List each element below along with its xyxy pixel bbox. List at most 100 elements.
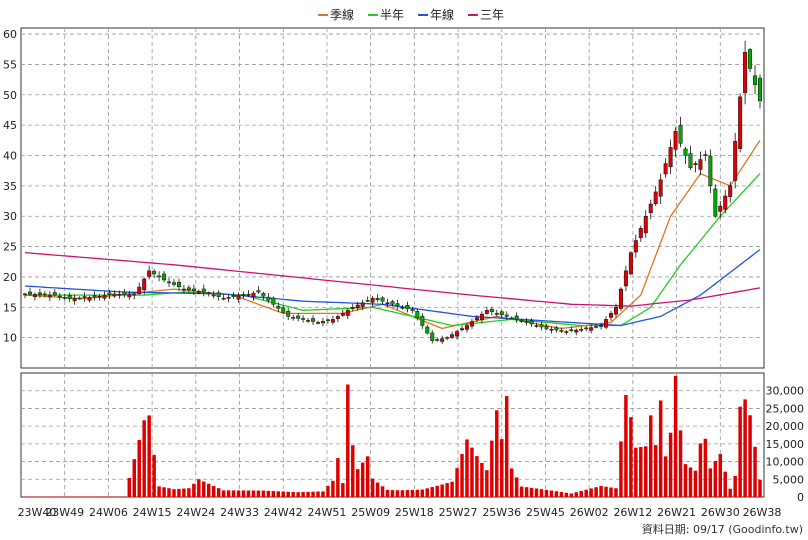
volume-bar bbox=[216, 488, 221, 497]
legend-label: 三年 bbox=[480, 8, 504, 22]
volume-bar bbox=[311, 491, 315, 497]
candle-body bbox=[281, 307, 286, 313]
legend-label: 半年 bbox=[380, 8, 404, 22]
volume-bar bbox=[410, 489, 415, 497]
volume-bar bbox=[117, 496, 122, 497]
volume-bar bbox=[246, 490, 251, 497]
candle-body bbox=[132, 293, 137, 296]
candle-body bbox=[311, 318, 316, 322]
volume-axis: 0 5,000 10,000 15,000 20,000 25,000 30,000 bbox=[766, 385, 805, 504]
volume-bar bbox=[430, 487, 434, 497]
candle-body bbox=[628, 252, 633, 275]
candle-body bbox=[236, 295, 241, 300]
volume-bar bbox=[336, 458, 340, 497]
volume-bar bbox=[658, 400, 663, 497]
volume-bar bbox=[341, 483, 345, 497]
volume-bar bbox=[291, 491, 295, 497]
candle-body bbox=[112, 293, 117, 297]
candle-body bbox=[261, 292, 266, 297]
candle-body bbox=[688, 153, 693, 168]
x-tick-label: 25W09 bbox=[351, 506, 390, 519]
candle-body bbox=[544, 326, 549, 329]
volume-bar bbox=[728, 488, 732, 497]
volume-bar bbox=[281, 491, 285, 497]
volume-bar bbox=[147, 415, 151, 497]
volume-bar bbox=[480, 462, 484, 497]
candle-body bbox=[504, 314, 509, 317]
volume-bar bbox=[251, 490, 256, 497]
candle-body bbox=[196, 291, 201, 294]
volume-bar bbox=[122, 496, 127, 497]
volume-bar bbox=[485, 470, 489, 497]
volume-tick-label: 20,000 bbox=[766, 420, 805, 433]
candle-body bbox=[529, 320, 534, 325]
candle-body bbox=[574, 329, 579, 333]
candle-body bbox=[514, 315, 519, 320]
price-tick-label: 60 bbox=[3, 28, 17, 41]
volume-bar bbox=[162, 487, 166, 497]
volume-bar bbox=[748, 415, 752, 497]
volume-bar bbox=[539, 489, 544, 497]
candle-body bbox=[350, 307, 355, 309]
volume-bar bbox=[624, 395, 628, 497]
volume-bar bbox=[644, 446, 648, 497]
candle-body bbox=[599, 325, 604, 327]
candle-body bbox=[678, 125, 683, 144]
candle-body bbox=[559, 330, 564, 332]
candle-body bbox=[201, 288, 206, 293]
volume-bar bbox=[97, 496, 102, 497]
volume-bar bbox=[182, 488, 186, 497]
volume-bar bbox=[738, 406, 742, 497]
volume-bar bbox=[718, 453, 723, 497]
volume-bar bbox=[390, 490, 395, 497]
volume-bar bbox=[231, 490, 236, 497]
candle-body bbox=[360, 302, 365, 307]
candle-body bbox=[246, 293, 251, 296]
candle-body bbox=[97, 295, 102, 298]
x-tick-label: 24W42 bbox=[264, 506, 303, 519]
candle-body bbox=[167, 281, 172, 284]
price-tick-label: 40 bbox=[3, 150, 17, 163]
volume-panel-frame bbox=[20, 372, 765, 498]
candle-body bbox=[425, 326, 430, 334]
price-tick-label: 30 bbox=[3, 210, 17, 223]
volume-bar bbox=[733, 475, 737, 497]
candle-body bbox=[554, 327, 559, 331]
candle-body bbox=[152, 270, 157, 275]
volume-bar bbox=[713, 461, 718, 497]
candle-body bbox=[306, 320, 311, 322]
candle-body bbox=[127, 294, 132, 298]
volume-bar bbox=[465, 439, 469, 497]
volume-bar bbox=[559, 492, 564, 497]
volume-bar bbox=[286, 491, 290, 497]
volume-bar bbox=[53, 496, 57, 497]
candle-body bbox=[181, 288, 186, 291]
volume-bar bbox=[594, 487, 598, 497]
candle-body bbox=[519, 320, 524, 322]
volume-bar bbox=[187, 488, 191, 497]
volume-bar bbox=[564, 492, 569, 497]
candle-body bbox=[609, 313, 614, 318]
volume-bar bbox=[142, 420, 146, 497]
candle-body bbox=[345, 310, 350, 316]
candle-body bbox=[137, 286, 142, 295]
volume-bar bbox=[271, 491, 276, 497]
ma-3year-line bbox=[24, 251, 761, 307]
volume-bar bbox=[77, 496, 82, 497]
volume-bar bbox=[207, 483, 211, 497]
candle-body bbox=[380, 297, 385, 302]
volume-bar bbox=[395, 490, 400, 497]
volume-bar bbox=[450, 481, 454, 497]
candle-body bbox=[271, 297, 276, 305]
candle-body bbox=[67, 294, 72, 300]
candle-body bbox=[72, 298, 77, 302]
volume-bar bbox=[28, 496, 32, 497]
candle-body bbox=[42, 293, 47, 296]
candle-body bbox=[415, 311, 420, 319]
candle-body bbox=[549, 329, 554, 331]
candle-body bbox=[589, 327, 594, 331]
volume-bar bbox=[609, 487, 613, 497]
x-tick-label: 24W06 bbox=[89, 506, 128, 519]
x-tick-label: 24W33 bbox=[220, 506, 259, 519]
volume-bar bbox=[460, 453, 464, 497]
